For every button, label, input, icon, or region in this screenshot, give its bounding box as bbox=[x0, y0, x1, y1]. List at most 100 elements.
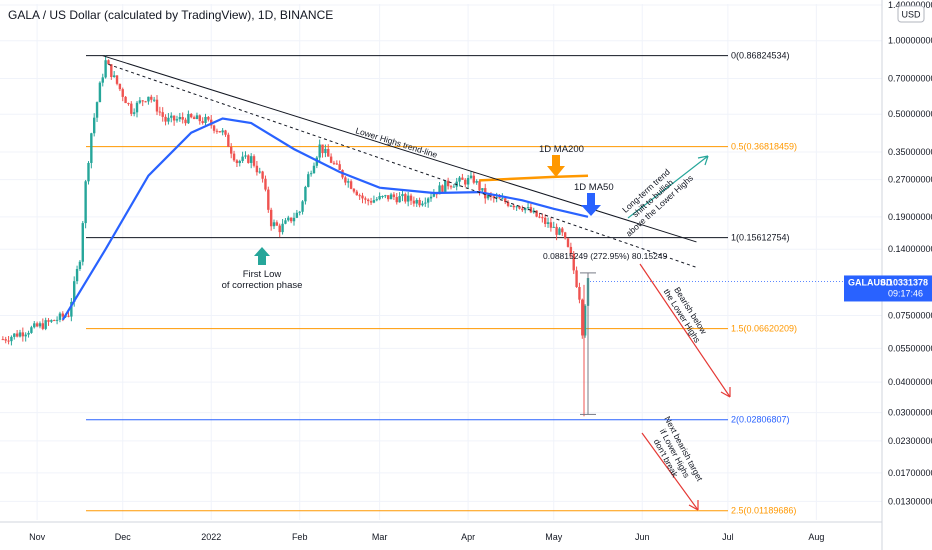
candle-body bbox=[449, 186, 453, 188]
candle-body bbox=[118, 83, 122, 90]
candle-body bbox=[498, 197, 501, 199]
candle-body bbox=[1, 339, 5, 341]
candle-body bbox=[81, 223, 84, 262]
candle-body bbox=[144, 101, 147, 103]
candle-body bbox=[478, 181, 481, 191]
candle-body bbox=[98, 82, 102, 103]
candle-body bbox=[235, 160, 239, 164]
candle-body bbox=[167, 117, 170, 122]
candle-body bbox=[329, 156, 333, 163]
time-tick-label: May bbox=[545, 532, 563, 542]
candle-body bbox=[566, 238, 570, 247]
candle-body bbox=[201, 121, 204, 123]
candle-body bbox=[21, 332, 25, 337]
candle-body bbox=[238, 160, 241, 164]
candle-body bbox=[58, 313, 62, 320]
price-tick-label: 0.01300000 bbox=[888, 496, 932, 506]
candle-body bbox=[269, 209, 273, 227]
candle-body bbox=[61, 313, 64, 317]
dashed-trendline bbox=[108, 63, 697, 268]
candle-body bbox=[466, 178, 470, 185]
candle-body bbox=[87, 162, 90, 182]
candle-body bbox=[18, 332, 22, 337]
candle-body bbox=[230, 146, 233, 154]
candle-body bbox=[292, 217, 296, 222]
candle-body bbox=[289, 217, 293, 222]
candle-body bbox=[332, 162, 336, 164]
candle-body bbox=[461, 177, 464, 180]
long-term-arrow-head bbox=[697, 155, 709, 166]
candle-body bbox=[30, 327, 33, 333]
candle-body bbox=[412, 200, 416, 204]
candle-body bbox=[184, 119, 187, 124]
time-tick-label: Nov bbox=[29, 532, 46, 542]
candle-body bbox=[152, 99, 156, 101]
price-tick-label: 1.40000000 bbox=[888, 0, 932, 10]
candle-body bbox=[492, 196, 496, 199]
price-tick-label: 0.27000000 bbox=[888, 175, 932, 185]
candle-body bbox=[4, 339, 7, 341]
candle-body bbox=[241, 156, 244, 161]
fib-label-2: 2(0.02806807) bbox=[731, 415, 790, 425]
first-low-arrow bbox=[254, 247, 270, 265]
fib-label-1.5: 1.5(0.06620209) bbox=[731, 324, 797, 334]
candle-body bbox=[307, 174, 310, 187]
next-target-note: Next bearish target if Lower Highs don't… bbox=[652, 415, 705, 484]
candle-body bbox=[110, 64, 113, 77]
lower-highs-trendline bbox=[102, 55, 697, 243]
candle-body bbox=[364, 198, 367, 200]
price-tick-label: 0.02300000 bbox=[888, 436, 932, 446]
ma200-arrow bbox=[547, 155, 565, 177]
candle-body bbox=[301, 201, 304, 212]
first-low-label-2: of correction phase bbox=[222, 280, 303, 291]
candle-body bbox=[432, 193, 436, 197]
candle-body bbox=[287, 217, 290, 221]
candle-body bbox=[24, 334, 27, 337]
candle-body bbox=[546, 222, 550, 224]
ma50-label: 1D MA50 bbox=[574, 182, 614, 193]
candle-body bbox=[172, 115, 176, 121]
time-tick-label: Apr bbox=[461, 532, 475, 542]
candle-body bbox=[481, 188, 484, 191]
candle-body bbox=[578, 287, 581, 300]
candle-body bbox=[386, 195, 390, 200]
candle-body bbox=[195, 115, 199, 120]
candle-body bbox=[190, 113, 193, 118]
time-axis[interactable]: Nov Dec 2022 Feb Mar Apr May Jun Jul Aug bbox=[0, 521, 882, 542]
candle-body bbox=[249, 156, 253, 163]
candle-body bbox=[267, 189, 270, 210]
candle-body bbox=[218, 131, 221, 133]
candle-body bbox=[258, 171, 261, 173]
candle-body bbox=[581, 299, 584, 336]
candle-body bbox=[309, 173, 313, 175]
currency-badge[interactable]: USD bbox=[897, 5, 925, 23]
candle-body bbox=[395, 197, 398, 203]
trend-lines bbox=[102, 55, 697, 415]
candle-body bbox=[398, 196, 401, 203]
candle-body bbox=[444, 180, 447, 192]
fib-label-0: 0(0.86824534) bbox=[731, 51, 790, 61]
price-tick-label: 0.14000000 bbox=[888, 244, 932, 254]
candle-body bbox=[281, 223, 284, 233]
candle-body bbox=[375, 199, 378, 201]
price-axis[interactable]: 1.40000000 1.00000000 0.70000000 0.50000000… bbox=[590, 0, 932, 550]
candle-body bbox=[572, 253, 575, 271]
candle-body bbox=[418, 199, 421, 206]
bearish-note: Bearish below the Lower Highs bbox=[662, 285, 710, 344]
candle-body bbox=[175, 119, 179, 121]
candle-body bbox=[7, 340, 10, 342]
candle-body bbox=[472, 175, 476, 183]
fib-levels: 0(0.86824534) 0.5(0.36818459) 1(0.15612754… bbox=[86, 51, 797, 516]
price-tick-label: 0.35000000 bbox=[888, 147, 932, 157]
candle-body bbox=[247, 155, 250, 163]
candle-body bbox=[255, 165, 259, 173]
candle-body bbox=[101, 77, 104, 83]
candle-body bbox=[198, 115, 202, 122]
candle-body bbox=[389, 194, 393, 200]
price-tick-label: 1.00000000 bbox=[888, 36, 932, 46]
candle-body bbox=[489, 194, 493, 197]
candle-body bbox=[104, 60, 107, 78]
ma200-label: 1D MA200 bbox=[539, 144, 584, 155]
price-tick-label: 0.07500000 bbox=[888, 310, 932, 320]
candle-body bbox=[347, 181, 350, 183]
